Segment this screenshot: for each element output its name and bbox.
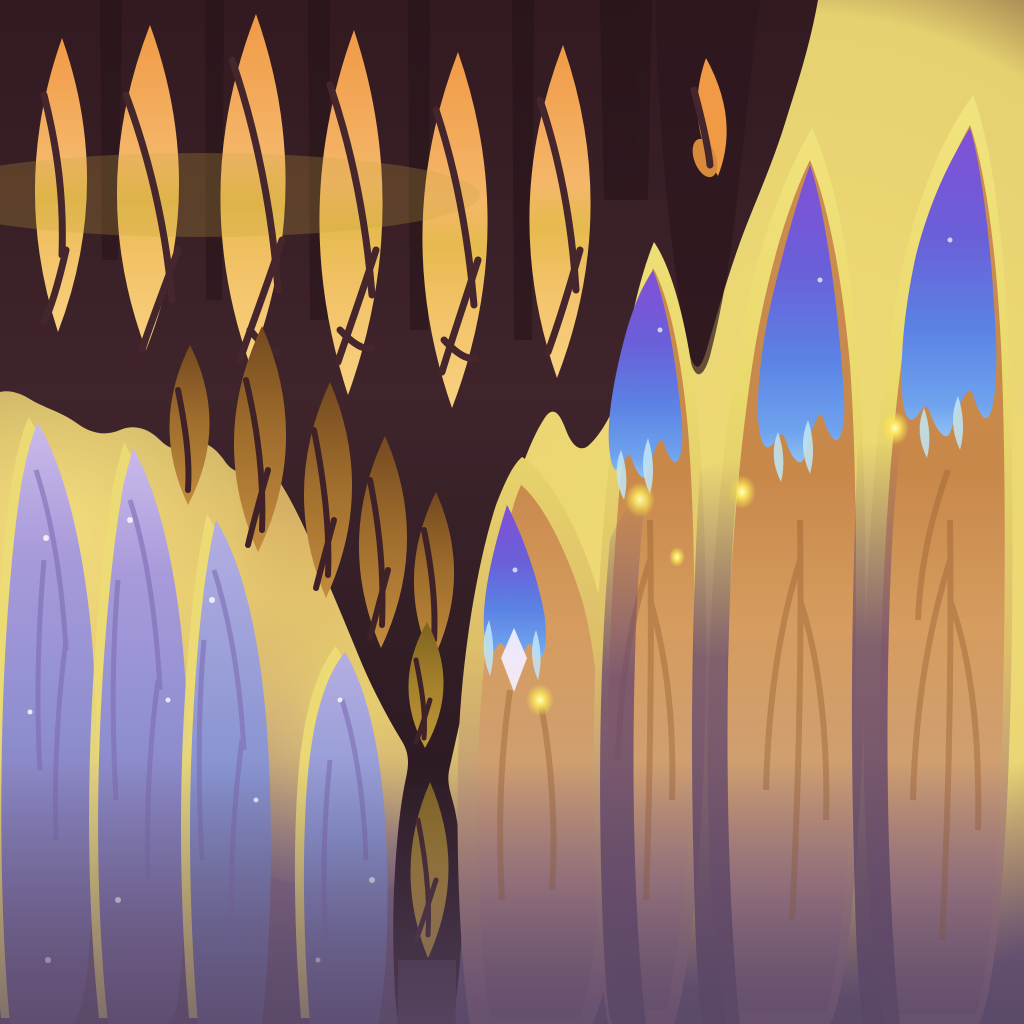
window-vein	[138, 246, 182, 354]
window-vein	[440, 336, 480, 362]
cluster-vein	[367, 567, 391, 641]
flame-scallop-highlight	[802, 420, 814, 474]
leaf-window-5	[422, 52, 488, 408]
shadow-column	[600, 0, 652, 200]
sparkle	[27, 709, 33, 715]
canopy-silhouette	[0, 0, 818, 1024]
purple-vein	[127, 499, 163, 691]
flame-scallop-highlight	[773, 432, 784, 482]
glow-spot-small	[669, 547, 685, 567]
stem-vein	[413, 657, 427, 741]
leaf-window-6	[529, 45, 591, 378]
cluster-vein	[421, 527, 438, 643]
bright-window-group	[34, 14, 727, 408]
cluster-window-1	[169, 345, 210, 505]
cluster-vein	[243, 377, 266, 533]
shadow-column	[512, 0, 534, 340]
flame-tip	[483, 505, 546, 665]
purple-vein	[35, 559, 47, 771]
flame-scallop-highlight	[483, 620, 494, 676]
shadow-column	[205, 0, 224, 300]
flame-scallop-highlight	[952, 396, 964, 450]
flame-tip	[757, 165, 845, 463]
canopy-shadow-columns	[100, 0, 652, 340]
window-vein	[334, 246, 380, 366]
cluster-vein	[175, 387, 192, 493]
window-vein-group	[40, 56, 714, 376]
sparkle	[43, 535, 49, 541]
cluster-vein	[245, 467, 271, 548]
glow-spot	[881, 411, 909, 445]
window-vein	[40, 246, 70, 326]
window-vein	[236, 236, 286, 364]
window-vein	[438, 256, 482, 376]
bottom-fade-overlay	[0, 760, 1024, 1024]
window-vein	[336, 326, 376, 352]
flame-scallop-highlight	[919, 408, 930, 458]
glow-spot	[526, 684, 554, 716]
flame-tip	[608, 270, 683, 478]
window-vein	[40, 91, 66, 259]
sparkle	[127, 517, 133, 523]
flame-sparkle	[817, 277, 823, 283]
dim-vein-group	[175, 377, 438, 643]
flame-scallop-highlight	[616, 450, 627, 500]
leaf7-dark-overlay	[656, 0, 760, 375]
flame-sparkle	[657, 327, 663, 333]
leaf-window-4	[319, 30, 383, 395]
flame-scallop-highlight	[642, 438, 654, 494]
window-vein	[544, 246, 584, 356]
flame-diamond-highlight	[501, 628, 527, 692]
purple-vein	[33, 469, 69, 651]
flame-sparkle	[947, 237, 953, 243]
purple-vein	[211, 569, 247, 751]
shadow-column	[100, 0, 122, 260]
flame-scallop-highlight	[531, 630, 541, 680]
flame-tip	[901, 128, 997, 437]
sparkle	[337, 697, 343, 703]
interior-vein	[915, 468, 951, 621]
cluster-vein	[313, 517, 337, 591]
stem-window-1	[408, 622, 444, 748]
cluster-vein	[311, 427, 332, 578]
sparkle	[165, 697, 171, 703]
dark-canopy-group	[0, 0, 818, 1024]
sparkle	[209, 597, 215, 603]
window-vein	[690, 86, 714, 169]
cluster-vein	[367, 477, 386, 628]
flame-sparkle	[512, 567, 518, 573]
stem-vein	[413, 697, 433, 745]
